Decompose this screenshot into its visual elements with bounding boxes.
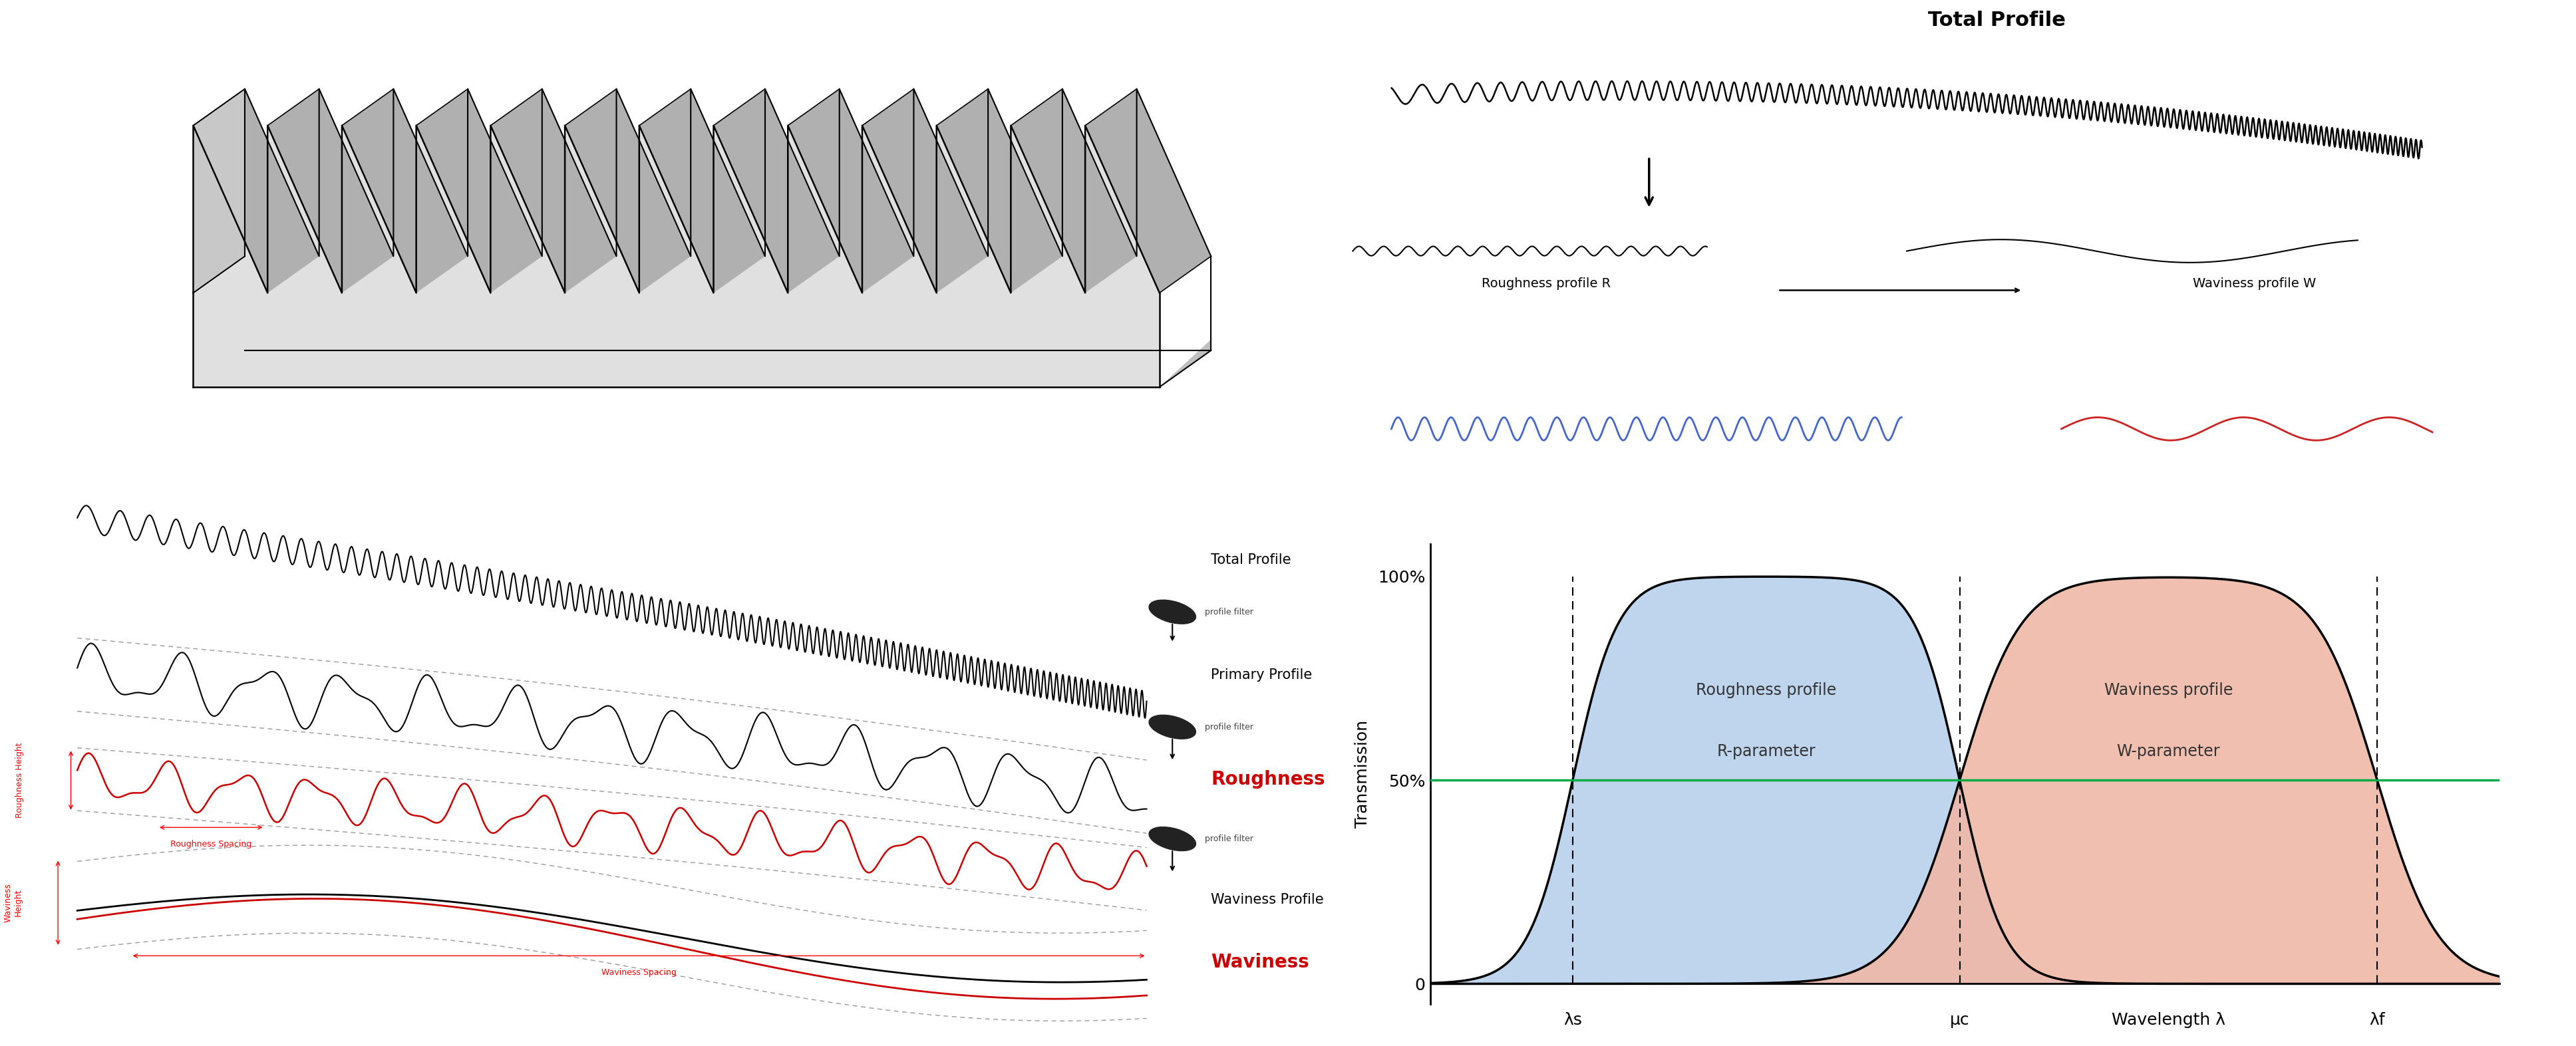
Text: Waviness profile W: Waviness profile W: [2192, 277, 2316, 290]
Polygon shape: [564, 89, 690, 293]
Text: profile filter: profile filter: [1206, 835, 1252, 843]
Text: Waviness
Height: Waviness Height: [3, 883, 23, 923]
Polygon shape: [863, 89, 987, 293]
Text: Roughness: Roughness: [1211, 770, 1324, 789]
Polygon shape: [489, 89, 616, 293]
Text: λf: λf: [2370, 1013, 2385, 1028]
Text: Wavelength λ: Wavelength λ: [2110, 1013, 2226, 1028]
Polygon shape: [639, 89, 765, 293]
Text: λs: λs: [1564, 1013, 1582, 1028]
Text: Total Profile: Total Profile: [1211, 553, 1291, 566]
Text: Waviness Spacing: Waviness Spacing: [600, 969, 675, 977]
Polygon shape: [417, 89, 541, 293]
Text: Waviness Profile: Waviness Profile: [1211, 893, 1324, 906]
Text: Roughness profile: Roughness profile: [1695, 683, 1837, 699]
Polygon shape: [1159, 339, 1211, 387]
Text: Waviness profile: Waviness profile: [2105, 683, 2233, 699]
Text: profile filter: profile filter: [1206, 723, 1252, 731]
Text: Roughness Spacing: Roughness Spacing: [170, 840, 252, 848]
Polygon shape: [1010, 89, 1136, 293]
Text: R-parameter: R-parameter: [1716, 744, 1816, 759]
Polygon shape: [1084, 89, 1211, 293]
Polygon shape: [343, 89, 469, 293]
Y-axis label: Transmission: Transmission: [1355, 720, 1370, 828]
Polygon shape: [268, 89, 394, 293]
Text: μc: μc: [1950, 1013, 1968, 1028]
Text: Waviness: Waviness: [1211, 953, 1309, 972]
Polygon shape: [714, 89, 840, 293]
Polygon shape: [935, 89, 1061, 293]
Ellipse shape: [1149, 715, 1195, 738]
Text: Total Profile: Total Profile: [1927, 10, 2066, 29]
Ellipse shape: [1149, 600, 1195, 623]
Ellipse shape: [1149, 827, 1195, 850]
Polygon shape: [193, 126, 1159, 387]
Polygon shape: [193, 89, 319, 293]
Text: Roughness Height: Roughness Height: [15, 743, 23, 818]
Polygon shape: [193, 89, 245, 293]
Text: W-parameter: W-parameter: [2115, 744, 2221, 759]
Polygon shape: [788, 89, 914, 293]
Text: Roughness profile R: Roughness profile R: [1481, 277, 1610, 290]
Text: profile filter: profile filter: [1206, 608, 1252, 616]
Text: Primary Profile: Primary Profile: [1211, 668, 1311, 681]
